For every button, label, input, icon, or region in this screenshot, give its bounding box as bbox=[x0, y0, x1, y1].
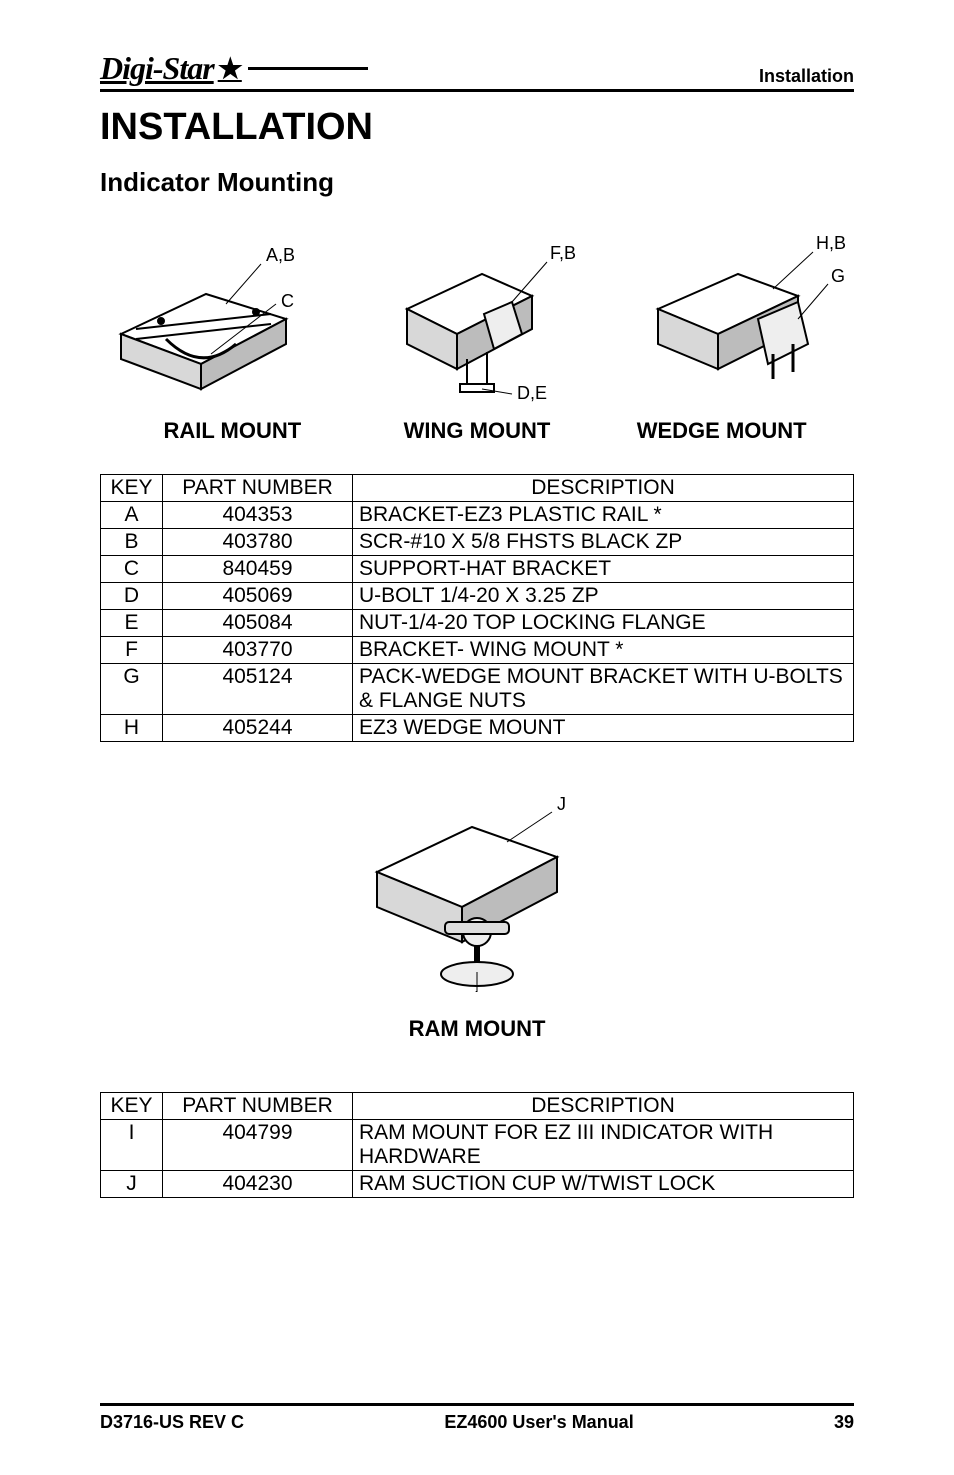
col-key: KEY bbox=[101, 1093, 163, 1120]
page-footer: D3716-US REV C EZ4600 User's Manual 39 bbox=[100, 1403, 854, 1433]
wedge-mount-illustration: H,B G bbox=[638, 224, 848, 404]
col-key: KEY bbox=[101, 475, 163, 502]
table-row: C840459SUPPORT-HAT BRACKET bbox=[101, 556, 854, 583]
table-row: E405084NUT-1/4-20 TOP LOCKING FLANGE bbox=[101, 610, 854, 637]
table-row: I404799RAM MOUNT FOR EZ III INDICATOR WI… bbox=[101, 1120, 854, 1171]
section-label: Installation bbox=[759, 66, 854, 87]
page-header: Digi-Star ★ Installation bbox=[100, 50, 854, 92]
rail-mount-caption: RAIL MOUNT bbox=[110, 418, 355, 444]
ram-label-j: J bbox=[557, 794, 566, 814]
parts-table-main: KEY PART NUMBER DESCRIPTION A404353BRACK… bbox=[100, 474, 854, 742]
wedge-mount-caption: WEDGE MOUNT bbox=[599, 418, 844, 444]
page-subheading: Indicator Mounting bbox=[100, 167, 854, 198]
parts-table-ram: KEY PART NUMBER DESCRIPTION I404799RAM M… bbox=[100, 1092, 854, 1198]
table-row: F403770BRACKET- WING MOUNT * bbox=[101, 637, 854, 664]
mount-captions-row: RAIL MOUNT WING MOUNT WEDGE MOUNT bbox=[100, 418, 854, 444]
star-icon: ★ bbox=[218, 52, 242, 86]
col-partnumber: PART NUMBER bbox=[163, 475, 353, 502]
rail-label-ab: A,B bbox=[266, 245, 295, 265]
table-row: D405069U-BOLT 1/4-20 X 3.25 ZP bbox=[101, 583, 854, 610]
ram-mount-caption: RAM MOUNT bbox=[409, 1016, 546, 1042]
brand-rule bbox=[248, 67, 368, 70]
col-partnumber: PART NUMBER bbox=[163, 1093, 353, 1120]
col-description: DESCRIPTION bbox=[353, 475, 854, 502]
table-row: A404353BRACKET-EZ3 PLASTIC RAIL * bbox=[101, 502, 854, 529]
table-row: J404230RAM SUCTION CUP W/TWIST LOCK bbox=[101, 1171, 854, 1198]
rail-mount-illustration: A,B C bbox=[106, 224, 316, 404]
ram-label-i: I bbox=[474, 988, 479, 992]
brand-logo: Digi-Star ★ bbox=[100, 50, 368, 87]
wing-label-de: D,E bbox=[517, 383, 547, 403]
mount-figures-row: A,B C F,B D,E bbox=[100, 224, 854, 404]
rail-mount-figure: A,B C bbox=[106, 224, 316, 404]
table-row: G405124PACK-WEDGE MOUNT BRACKET WITH U-B… bbox=[101, 664, 854, 715]
footer-page-number: 39 bbox=[834, 1412, 854, 1433]
ram-mount-illustration: J I bbox=[327, 792, 627, 992]
table-header-row: KEY PART NUMBER DESCRIPTION bbox=[101, 1093, 854, 1120]
wing-mount-figure: F,B D,E bbox=[372, 224, 582, 404]
wing-label-fb: F,B bbox=[550, 243, 576, 263]
page-title: INSTALLATION bbox=[100, 106, 854, 149]
brand-text: Digi-Star bbox=[100, 50, 214, 87]
wing-mount-caption: WING MOUNT bbox=[355, 418, 600, 444]
wing-mount-illustration: F,B D,E bbox=[372, 224, 582, 404]
wedge-label-g: G bbox=[831, 266, 845, 286]
table-row: B403780SCR-#10 X 5/8 FHSTS BLACK ZP bbox=[101, 529, 854, 556]
footer-doc-id: D3716-US REV C bbox=[100, 1412, 244, 1433]
col-description: DESCRIPTION bbox=[353, 1093, 854, 1120]
table-row: H405244EZ3 WEDGE MOUNT bbox=[101, 715, 854, 742]
rail-label-c: C bbox=[281, 291, 294, 311]
wedge-label-hb: H,B bbox=[816, 233, 846, 253]
table-header-row: KEY PART NUMBER DESCRIPTION bbox=[101, 475, 854, 502]
wedge-mount-figure: H,B G bbox=[638, 224, 848, 404]
ram-mount-figure: J I RAM MOUNT bbox=[100, 792, 854, 1072]
footer-manual-title: EZ4600 User's Manual bbox=[444, 1412, 633, 1433]
